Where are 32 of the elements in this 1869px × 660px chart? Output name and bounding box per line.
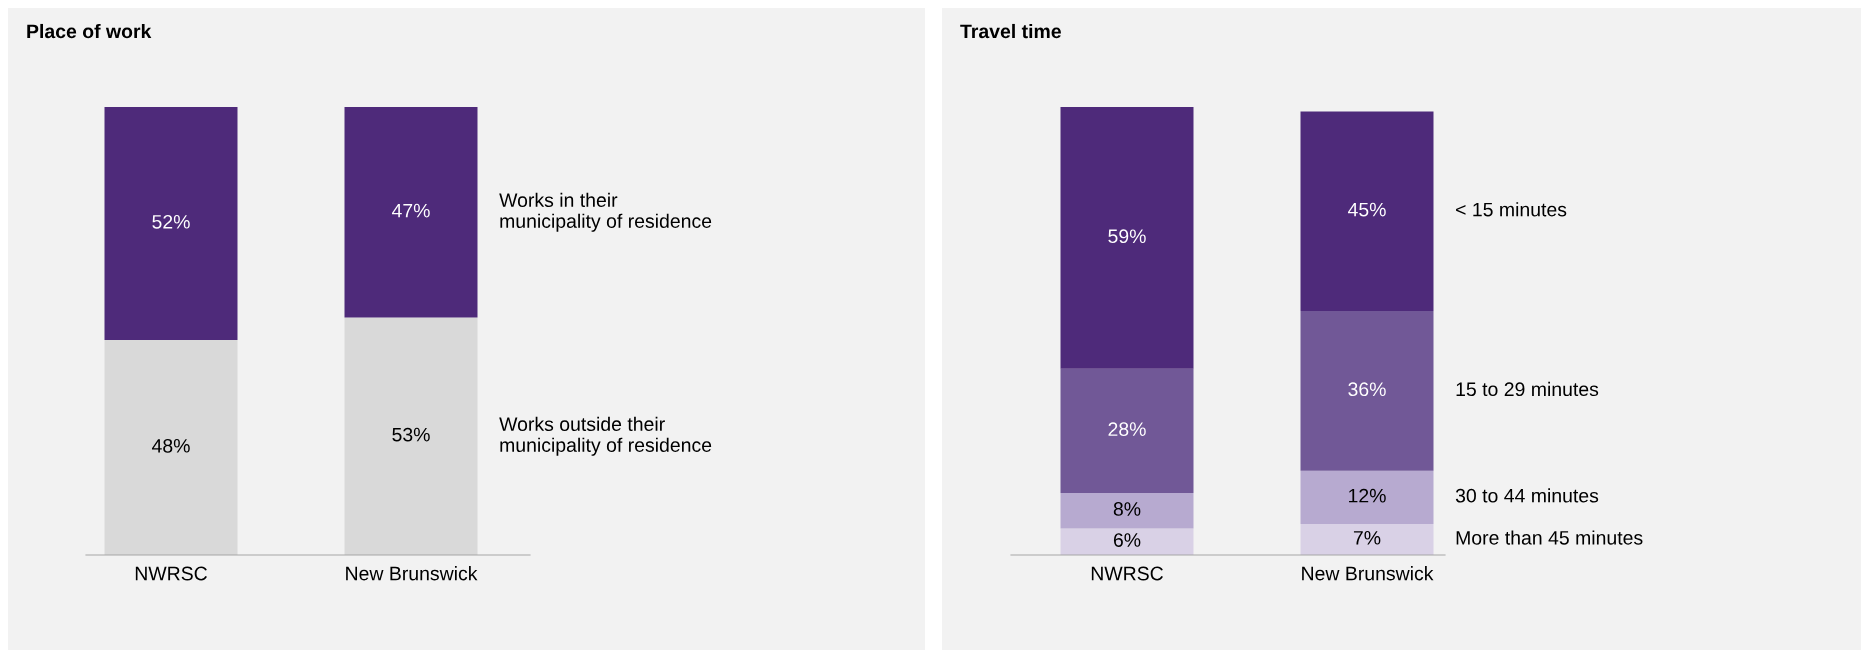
x-tick-label: NWRSC xyxy=(1091,566,1163,581)
data-label: 59% xyxy=(1108,229,1146,244)
bar xyxy=(1300,311,1434,471)
series-label: More than 45 minutes xyxy=(1456,530,1643,545)
x-tick-label: NWRSC xyxy=(135,566,207,581)
data-label: 47% xyxy=(391,203,430,218)
bar xyxy=(1300,111,1434,312)
x-tick-label: New Brunswick xyxy=(1302,566,1434,581)
data-label: 48% xyxy=(151,438,190,453)
series-label: 15 to 29 minutes xyxy=(1456,381,1599,397)
bar xyxy=(1060,368,1194,493)
series-label: < 15 minutes xyxy=(1456,202,1567,217)
data-label: 45% xyxy=(1347,202,1386,217)
chart-title: Travel time xyxy=(960,23,1061,39)
bar xyxy=(1060,107,1194,369)
x-tick-label: New Brunswick xyxy=(346,566,478,581)
bar xyxy=(1300,470,1434,524)
data-label: 36% xyxy=(1348,382,1386,397)
series-label: Works in their municipality of residence xyxy=(499,192,712,232)
bar xyxy=(1300,523,1434,555)
bar xyxy=(1060,492,1194,529)
bar xyxy=(1060,528,1194,555)
data-label: 52% xyxy=(152,214,190,229)
series-label: 30 to 44 minutes xyxy=(1455,488,1599,503)
data-label: 28% xyxy=(1108,422,1146,437)
series-label: Works outside their municipality of residence xyxy=(499,416,712,456)
chart-title: Place of work xyxy=(27,23,152,39)
data-label: 12% xyxy=(1349,488,1386,503)
data-label: 8% xyxy=(1113,502,1141,516)
data-label: 53% xyxy=(392,427,430,442)
data-label: 7% xyxy=(1353,531,1381,545)
data-label: 6% xyxy=(1113,533,1141,547)
